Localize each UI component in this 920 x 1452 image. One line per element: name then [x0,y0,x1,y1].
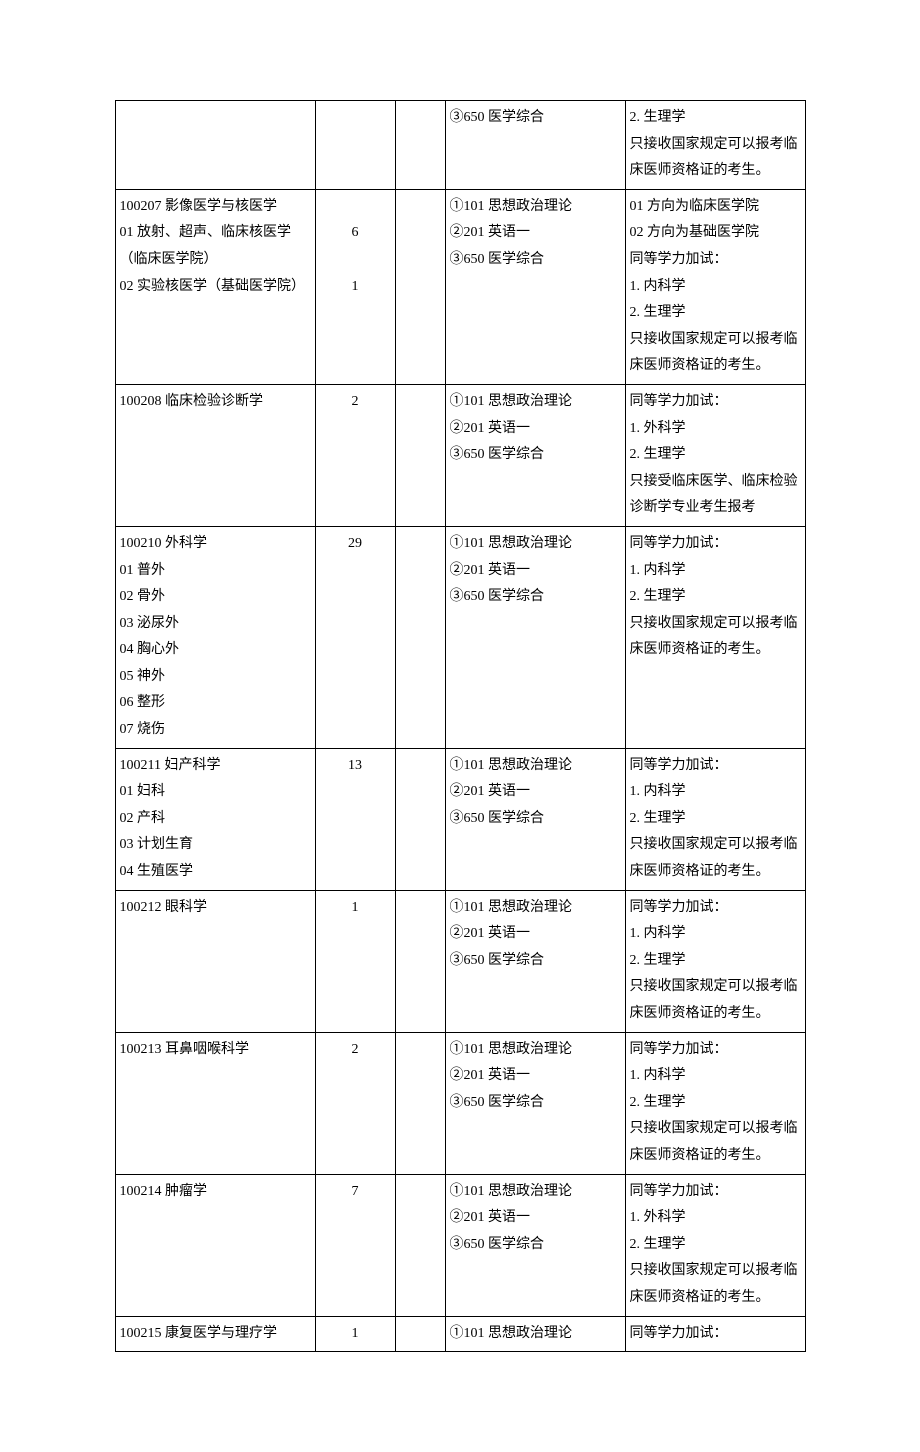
exam-cell: ①101 思想政治理论②201 英语一③650 医学综合 [445,189,625,384]
empty-cell [395,1316,445,1352]
empty-cell [395,1174,445,1316]
note-cell: 同等学力加试：1. 内科学2. 生理学只接收国家规定可以报考临床医师资格证的考生… [625,526,805,748]
empty-cell [395,526,445,748]
empty-cell [395,189,445,384]
count-cell: 2 [315,1032,395,1174]
count-cell: 6 1 [315,189,395,384]
exam-cell: ①101 思想政治理论②201 英语一③650 医学综合 [445,526,625,748]
note-cell: 同等学力加试：1. 外科学2. 生理学只接收国家规定可以报考临床医师资格证的考生… [625,1174,805,1316]
count-cell: 1 [315,1316,395,1352]
count-cell [315,101,395,190]
empty-cell [395,384,445,526]
count-cell: 2 [315,384,395,526]
exam-cell: ③650 医学综合 [445,101,625,190]
table-row: 100211 妇产科学01 妇科02 产科03 计划生育04 生殖医学13 ①10… [115,748,805,890]
exam-cell: ①101 思想政治理论②201 英语一③650 医学综合 [445,1032,625,1174]
table-row: 100215 康复医学与理疗学1 ①101 思想政治理论同等学力加试： [115,1316,805,1352]
exam-cell: ①101 思想政治理论②201 英语一③650 医学综合 [445,890,625,1032]
table-body: ③650 医学综合2. 生理学只接收国家规定可以报考临床医师资格证的考生。100… [115,101,805,1352]
table-row: 100214 肿瘤学7 ①101 思想政治理论②201 英语一③650 医学综合同… [115,1174,805,1316]
major-cell: 100211 妇产科学01 妇科02 产科03 计划生育04 生殖医学 [115,748,315,890]
major-cell: 100210 外科学01 普外02 骨外03 泌尿外04 胸心外05 神外06 … [115,526,315,748]
empty-cell [395,1032,445,1174]
table-row: 100210 外科学01 普外02 骨外03 泌尿外04 胸心外05 神外06 … [115,526,805,748]
empty-cell [395,101,445,190]
note-cell: 同等学力加试：1. 内科学2. 生理学只接收国家规定可以报考临床医师资格证的考生… [625,748,805,890]
major-cell [115,101,315,190]
empty-cell [395,890,445,1032]
note-cell: 2. 生理学只接收国家规定可以报考临床医师资格证的考生。 [625,101,805,190]
note-cell: 01 方向为临床医学院02 方向为基础医学院同等学力加试：1. 内科学2. 生理… [625,189,805,384]
table-row: 100207 影像医学与核医学01 放射、超声、临床核医学（临床医学院）02 实… [115,189,805,384]
note-cell: 同等学力加试： [625,1316,805,1352]
count-cell: 13 [315,748,395,890]
empty-cell [395,748,445,890]
table-row: 100212 眼科学1 ①101 思想政治理论②201 英语一③650 医学综合同… [115,890,805,1032]
exam-cell: ①101 思想政治理论②201 英语一③650 医学综合 [445,748,625,890]
count-cell: 29 [315,526,395,748]
count-cell: 7 [315,1174,395,1316]
major-cell: 100213 耳鼻咽喉科学 [115,1032,315,1174]
major-cell: 100212 眼科学 [115,890,315,1032]
major-cell: 100215 康复医学与理疗学 [115,1316,315,1352]
note-cell: 同等学力加试：1. 内科学2. 生理学只接收国家规定可以报考临床医师资格证的考生… [625,890,805,1032]
exam-cell: ①101 思想政治理论②201 英语一③650 医学综合 [445,1174,625,1316]
table-row: ③650 医学综合2. 生理学只接收国家规定可以报考临床医师资格证的考生。 [115,101,805,190]
note-cell: 同等学力加试：1. 外科学2. 生理学只接受临床医学、临床检验诊断学专业考生报考 [625,384,805,526]
major-cell: 100207 影像医学与核医学01 放射、超声、临床核医学（临床医学院）02 实… [115,189,315,384]
exam-cell: ①101 思想政治理论 [445,1316,625,1352]
major-cell: 100214 肿瘤学 [115,1174,315,1316]
major-cell: 100208 临床检验诊断学 [115,384,315,526]
count-cell: 1 [315,890,395,1032]
table-row: 100213 耳鼻咽喉科学2 ①101 思想政治理论②201 英语一③650 医学… [115,1032,805,1174]
note-cell: 同等学力加试：1. 内科学2. 生理学只接收国家规定可以报考临床医师资格证的考生… [625,1032,805,1174]
exam-cell: ①101 思想政治理论②201 英语一③650 医学综合 [445,384,625,526]
table-row: 100208 临床检验诊断学2 ①101 思想政治理论②201 英语一③650 医… [115,384,805,526]
catalog-table: ③650 医学综合2. 生理学只接收国家规定可以报考临床医师资格证的考生。100… [115,100,806,1352]
